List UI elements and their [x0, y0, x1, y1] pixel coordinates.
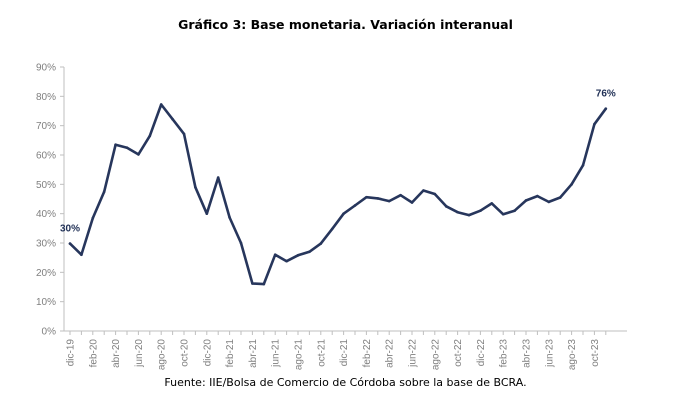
data-point: [467, 213, 471, 217]
data-point: [80, 253, 83, 257]
x-axis: dic-19 feb-20 abr-20 jun-20 ago-20 oct-20 dic-…: [64, 330, 627, 371]
data-point: [456, 210, 459, 214]
data-point: [273, 253, 277, 257]
data-point: [171, 117, 174, 121]
data-point: [444, 205, 448, 208]
x-tick-label: dic-19: [66, 339, 77, 367]
data-point: [330, 227, 334, 231]
data-point: [387, 199, 391, 203]
x-tick-label: oct-21: [316, 339, 327, 367]
data-point: [91, 216, 95, 220]
data-point: [251, 282, 254, 285]
series-base-monetaria: [68, 103, 608, 286]
x-tick-label: jun-22: [408, 339, 419, 368]
data-point: [410, 201, 414, 204]
data-point: [376, 197, 380, 200]
data-point: [593, 122, 596, 126]
x-tick-label: ago-22: [430, 339, 441, 371]
data-point: [216, 176, 220, 179]
data-point: [68, 242, 72, 245]
x-tick-label: abr-22: [385, 339, 396, 368]
data-point: [308, 250, 311, 254]
x-tick-label: ago-20: [157, 339, 168, 371]
chart-source: Fuente: IIE/Bolsa de Comercio de Córdoba…: [164, 376, 527, 389]
x-tick-label: dic-22: [476, 339, 487, 367]
y-tick-label: 20%: [36, 268, 56, 279]
x-tick-label: jun-21: [271, 339, 282, 368]
data-point: [137, 153, 140, 156]
data-point: [365, 195, 368, 199]
data-point: [125, 146, 129, 149]
data-point: [490, 202, 494, 205]
x-tick-label: jun-20: [134, 339, 145, 368]
data-point: [319, 242, 323, 245]
x-tick-label: oct-22: [453, 339, 464, 367]
data-point: [353, 204, 357, 207]
x-tick-label: ago-23: [567, 339, 578, 371]
y-tick-label: 10%: [36, 297, 56, 308]
data-point: [159, 103, 163, 106]
x-tick-label: jun-23: [544, 339, 555, 368]
data-point: [205, 212, 209, 215]
data-point: [102, 190, 106, 193]
series-line: [68, 103, 608, 286]
x-tick-label: feb-23: [499, 339, 510, 368]
data-point: [182, 132, 186, 136]
x-tick-label: dic-21: [339, 339, 350, 367]
x-tick-label: abr-21: [248, 339, 259, 368]
x-tick-label: feb-21: [225, 339, 236, 368]
data-point: [570, 183, 573, 186]
data-point: [194, 185, 197, 189]
data-point: [148, 134, 152, 138]
chart-title: Gráfico 3: Base monetaria. Variación int…: [178, 17, 513, 32]
data-point: [422, 189, 425, 192]
x-tick-label: feb-20: [88, 339, 99, 368]
data-point: [285, 259, 288, 263]
data-point: [604, 107, 608, 110]
data-point: [501, 212, 505, 216]
data-point: [342, 212, 345, 215]
data-point: [513, 209, 516, 213]
data-point: [239, 241, 243, 245]
y-tick-label: 30%: [36, 239, 56, 250]
y-tick-label: 60%: [36, 151, 56, 162]
data-point: [433, 192, 437, 196]
x-tick-label: feb-22: [362, 339, 373, 368]
x-tick-label: ago-21: [294, 339, 305, 371]
y-tick-label: 70%: [36, 121, 56, 132]
data-point: [479, 209, 482, 213]
data-point: [536, 194, 539, 198]
data-point: [558, 196, 562, 199]
data-point: [114, 143, 117, 147]
data-point: [296, 254, 300, 257]
data-labels: 30% 76%: [60, 89, 616, 235]
data-label: 30%: [60, 224, 80, 235]
y-tick-label: 80%: [36, 92, 56, 103]
x-tick-label: oct-23: [590, 339, 601, 367]
y-axis: 0% 10% 20% 30% 40% 50% 60% 70% 80% 90%: [36, 63, 65, 338]
y-tick-label: 90%: [36, 63, 56, 74]
y-tick-label: 0%: [42, 327, 57, 338]
y-tick-label: 50%: [36, 180, 56, 191]
data-point: [262, 282, 266, 286]
x-tick-label: abr-23: [522, 339, 533, 368]
data-point: [228, 216, 231, 219]
data-point: [399, 193, 402, 197]
data-point: [524, 199, 528, 202]
x-tick-label: abr-20: [111, 339, 122, 368]
data-label: 76%: [596, 89, 616, 100]
data-point: [547, 200, 551, 204]
data-point: [581, 163, 585, 167]
x-tick-label: oct-20: [180, 339, 191, 367]
x-tick-label: dic-20: [202, 339, 213, 367]
y-tick-label: 40%: [36, 209, 56, 220]
